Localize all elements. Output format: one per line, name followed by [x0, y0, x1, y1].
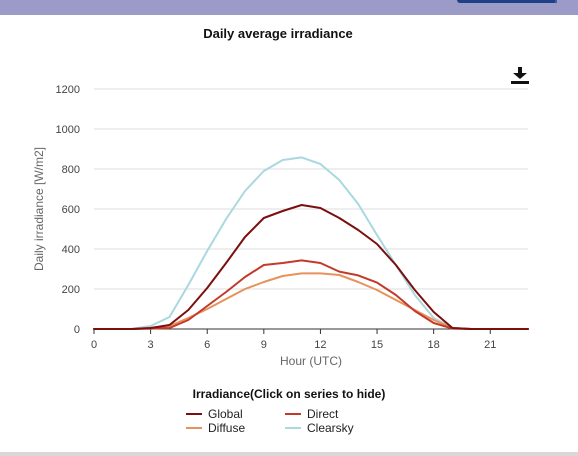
legend-item-direct[interactable]: Direct: [285, 407, 338, 421]
legend-label-diffuse: Diffuse: [208, 421, 246, 435]
series-lines[interactable]: [93, 156, 529, 330]
x-axis-label: Hour (UTC): [280, 354, 342, 368]
y-tick-label: 0: [74, 324, 80, 336]
series-line-diffuse[interactable]: [93, 272, 529, 330]
x-tick-label: 6: [204, 339, 210, 351]
legend-swatch-clearsky: [285, 427, 301, 429]
y-tick-label: 800: [62, 164, 80, 176]
y-tick-label: 400: [62, 244, 80, 256]
x-tick-label: 0: [91, 339, 97, 351]
y-axis-label: Daily irradiance [W/m2]: [32, 147, 46, 271]
axes: 0 200 400 600 800 1000 1200 0 3 6 9 12 15 18 21: [56, 84, 528, 351]
legend-label-direct: Direct: [307, 407, 339, 421]
legend-item-global[interactable]: Global: [186, 407, 243, 421]
y-tick-label: 1000: [56, 124, 80, 136]
download-icon: [511, 67, 529, 84]
chart-area: 0 200 400 600 800 1000 1200 0 3 6 9 12 15 18 21 Daily …: [32, 84, 529, 368]
y-tick-label: 1200: [56, 84, 80, 96]
series-line-clearsky[interactable]: [93, 156, 529, 330]
y-tick-label: 600: [62, 204, 80, 216]
header-tab[interactable]: [457, 0, 557, 3]
legend-label-clearsky: Clearsky: [307, 421, 354, 435]
x-tick-label: 3: [148, 339, 154, 351]
top-header-bar: [0, 0, 578, 15]
x-tick-label: 18: [428, 339, 440, 351]
x-tick-label: 9: [261, 339, 267, 351]
y-tick-label: 200: [62, 284, 80, 296]
series-line-direct[interactable]: [93, 259, 529, 330]
grid-lines: [94, 88, 528, 330]
x-tick-label: 21: [484, 339, 496, 351]
bottom-border: [0, 452, 578, 456]
x-tick-label: 15: [371, 339, 383, 351]
chart-title: Daily average irradiance: [203, 26, 353, 41]
legend-swatch-global: [186, 413, 202, 415]
x-tick-label: 12: [314, 339, 326, 351]
legend-title: Irradiance(Click on series to hide): [192, 387, 386, 401]
legend-item-diffuse[interactable]: Diffuse: [186, 421, 245, 435]
download-button[interactable]: [510, 66, 530, 84]
legend-swatch-diffuse: [186, 427, 202, 429]
legend-item-clearsky[interactable]: Clearsky: [285, 421, 354, 435]
header-tab-edge: [555, 0, 557, 3]
legend-label-global: Global: [208, 407, 243, 421]
series-line-global[interactable]: [93, 204, 529, 330]
legend-swatch-direct: [285, 413, 301, 415]
